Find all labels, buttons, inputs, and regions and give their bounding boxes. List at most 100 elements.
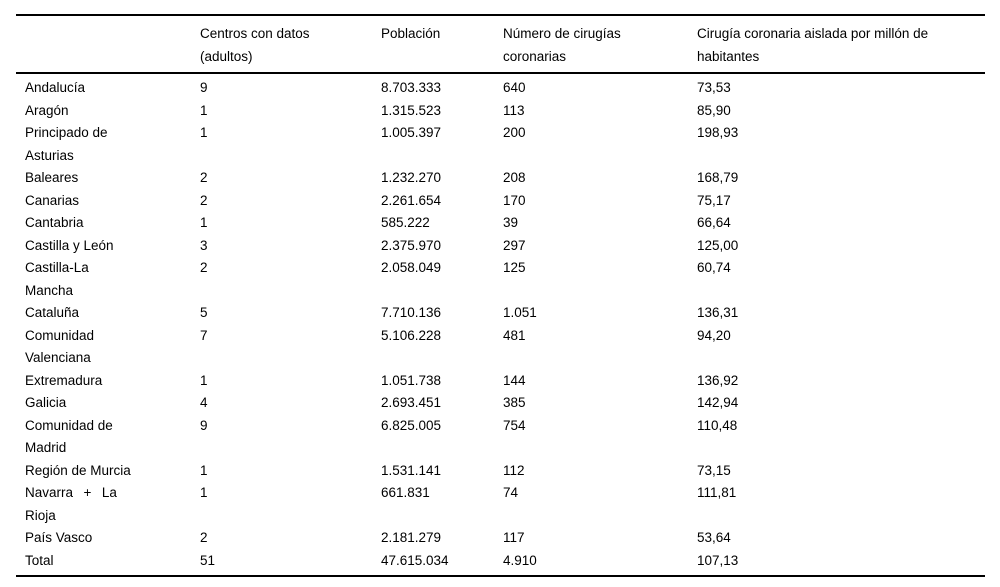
- region-cell: Galicia: [25, 395, 67, 410]
- header-cirugia-por-millon: Cirugía coronaria aislada por millón de …: [697, 26, 929, 64]
- poblacion-cell: 2.058.049: [381, 260, 442, 275]
- centros-cell: 2: [200, 260, 208, 275]
- cirugias-cell: 39: [503, 215, 519, 230]
- header-row: Centros con datos (adultos) Población Nú…: [16, 15, 985, 73]
- por-millon-cell: 53,64: [697, 530, 731, 545]
- poblacion-cell: 661.831: [381, 485, 430, 500]
- region-cell: País Vasco: [25, 530, 93, 545]
- centros-cell: 5: [200, 305, 208, 320]
- poblacion-cell: 1.531.141: [381, 462, 442, 478]
- centros-cell: 2: [200, 530, 208, 545]
- cirugias-cell: 1.051: [503, 305, 537, 320]
- region-cell: Aragón: [25, 102, 69, 118]
- header-numero-cirugias: Número de cirugías coronarias: [503, 26, 621, 64]
- cirugias-cell: 640: [503, 80, 526, 95]
- table-row: Andalucía 9 8.703.333 640 73,53: [16, 73, 985, 100]
- cirugias-cell: 200: [503, 125, 526, 140]
- por-millon-cell: 60,74: [697, 260, 731, 275]
- region-cell: Cataluña: [25, 305, 80, 320]
- por-millon-cell: 125,00: [697, 237, 739, 253]
- cirugias-cell: 297: [503, 237, 526, 253]
- region-cell: Castilla y León: [25, 237, 114, 253]
- table-row: Cataluña 5 7.710.136 1.051 136,31: [16, 302, 985, 325]
- por-millon-cell: 136,92: [697, 372, 739, 388]
- centros-cell: 1: [200, 125, 208, 140]
- por-millon-cell: 85,90: [697, 102, 731, 118]
- poblacion-cell: 585.222: [381, 215, 430, 230]
- cirugias-cell: 4.910: [503, 552, 537, 568]
- table-row: Total 51 47.615.034 4.910 107,13: [16, 550, 985, 577]
- region-cell: Cantabria: [25, 215, 84, 230]
- poblacion-cell: 7.710.136: [381, 305, 442, 320]
- por-millon-cell: 168,79: [697, 170, 739, 185]
- por-millon-cell: 136,31: [697, 305, 739, 320]
- table-body: Andalucía 9 8.703.333 640 73,53 Aragón 1…: [16, 73, 985, 576]
- header-centros-con-datos: Centros con datos (adultos): [200, 26, 310, 64]
- region-cell: Castilla-La Mancha: [25, 260, 89, 298]
- poblacion-cell: 1.051.738: [381, 372, 442, 388]
- centros-cell: 2: [200, 192, 208, 208]
- region-cell: Región de Murcia: [25, 462, 131, 478]
- centros-cell: 7: [200, 327, 208, 343]
- header-region: [16, 15, 200, 73]
- region-cell: Canarias: [25, 192, 80, 208]
- centros-cell: 9: [200, 80, 208, 95]
- region-cell: Baleares: [25, 170, 79, 185]
- por-millon-cell: 111,81: [697, 485, 737, 500]
- cirugias-cell: 170: [503, 192, 526, 208]
- centros-cell: 2: [200, 170, 208, 185]
- centros-cell: 1: [200, 215, 208, 230]
- region-cell: Extremadura: [25, 372, 103, 388]
- poblacion-cell: 5.106.228: [381, 327, 442, 343]
- table-row: Cantabria 1 585.222 39 66,64: [16, 212, 985, 235]
- table-row: Comunidad Valenciana 7 5.106.228 481 94,…: [16, 325, 985, 370]
- centros-cell: 1: [200, 102, 208, 118]
- poblacion-cell: 8.703.333: [381, 80, 442, 95]
- region-cell: Navarra + La Rioja: [25, 485, 117, 523]
- poblacion-cell: 47.615.034: [381, 552, 449, 568]
- table-row: Principado de Asturias 1 1.005.397 200 1…: [16, 122, 985, 167]
- region-cell: Total: [25, 552, 54, 568]
- cirugias-cell: 385: [503, 395, 526, 410]
- surgery-statistics-table: Centros con datos (adultos) Población Nú…: [16, 14, 985, 577]
- table-row: Navarra + La Rioja 1 661.831 74 111,81: [16, 482, 985, 527]
- table-row: Aragón 1 1.315.523 113 85,90: [16, 100, 985, 123]
- cirugias-cell: 74: [503, 485, 519, 500]
- centros-cell: 1: [200, 462, 208, 478]
- por-millon-cell: 198,93: [697, 125, 739, 140]
- por-millon-cell: 66,64: [697, 215, 731, 230]
- por-millon-cell: 73,15: [697, 462, 731, 478]
- table-row: Baleares 2 1.232.270 208 168,79: [16, 167, 985, 190]
- poblacion-cell: 2.261.654: [381, 192, 442, 208]
- table-header: Centros con datos (adultos) Población Nú…: [16, 15, 985, 73]
- cirugias-cell: 481: [503, 327, 526, 343]
- region-cell: Comunidad de Madrid: [25, 417, 113, 456]
- table-row: Castilla y León 3 2.375.970 297 125,00: [16, 235, 985, 258]
- table-row: Comunidad de Madrid 9 6.825.005 754 110,…: [16, 415, 985, 460]
- poblacion-cell: 6.825.005: [381, 417, 442, 433]
- poblacion-cell: 2.693.451: [381, 395, 442, 410]
- cirugias-cell: 754: [503, 417, 526, 433]
- centros-cell: 9: [200, 417, 208, 433]
- table-row: Canarias 2 2.261.654 170 75,17: [16, 190, 985, 213]
- cirugias-cell: 208: [503, 170, 526, 185]
- poblacion-cell: 1.005.397: [381, 125, 442, 140]
- por-millon-cell: 75,17: [697, 192, 731, 208]
- cirugias-cell: 112: [503, 462, 525, 478]
- por-millon-cell: 110,48: [697, 417, 738, 433]
- centros-cell: 3: [200, 237, 208, 253]
- table-row: Región de Murcia 1 1.531.141 112 73,15: [16, 460, 985, 483]
- header-poblacion: Población: [381, 26, 441, 41]
- table-row: Castilla-La Mancha 2 2.058.049 125 60,74: [16, 257, 985, 302]
- centros-cell: 1: [200, 372, 208, 388]
- centros-cell: 4: [200, 395, 208, 410]
- region-cell: Andalucía: [25, 80, 86, 95]
- poblacion-cell: 2.181.279: [381, 530, 442, 545]
- table-row: Galicia 4 2.693.451 385 142,94: [16, 392, 985, 415]
- region-cell: Comunidad Valenciana: [25, 327, 95, 366]
- centros-cell: 51: [200, 552, 216, 568]
- table-row: País Vasco 2 2.181.279 117 53,64: [16, 527, 985, 550]
- poblacion-cell: 1.232.270: [381, 170, 442, 185]
- table-row: Extremadura 1 1.051.738 144 136,92: [16, 370, 985, 393]
